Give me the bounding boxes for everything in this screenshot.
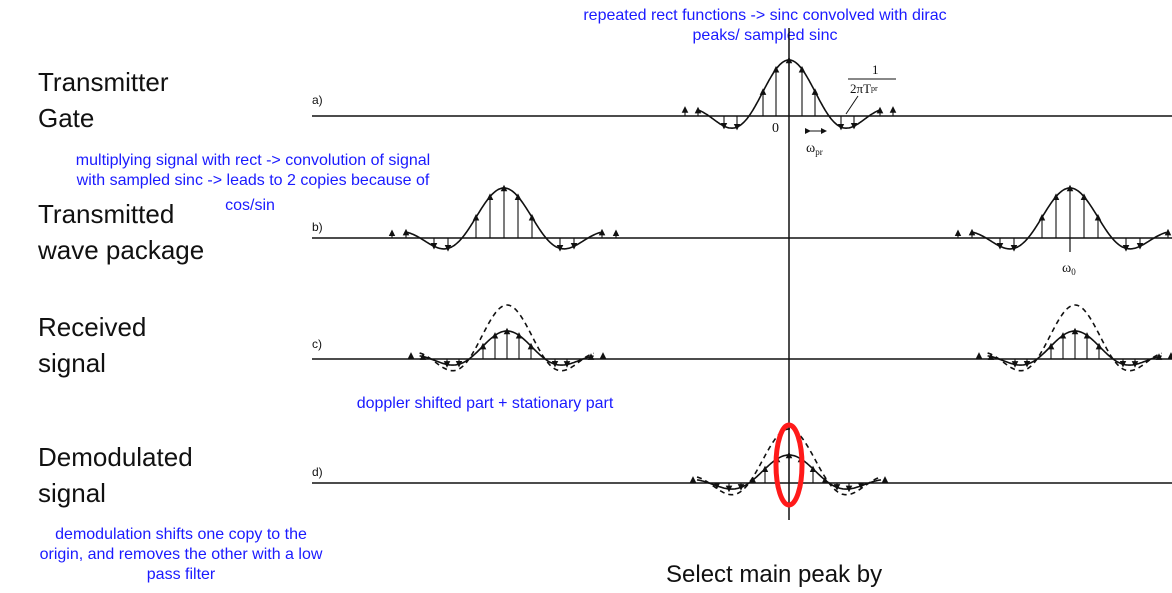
annotation-line: with sampled sinc -> leads to 2 copies b… <box>76 172 430 189</box>
panel-letter-c: c) <box>312 337 322 351</box>
panel-letter-a: a) <box>312 93 323 107</box>
main-peak-highlight <box>773 422 805 508</box>
fraction-den-subscript: pr <box>871 84 878 93</box>
fraction-denominator: 2πTpr <box>850 81 878 96</box>
annotation-line: pass filter <box>146 566 216 583</box>
stage-label-received: Received signal <box>38 309 146 381</box>
sampled-sinc-d <box>689 428 889 496</box>
fraction-numerator: 1 <box>872 62 879 77</box>
omega0-symbol: ω <box>1062 261 1071 276</box>
panel-letter-d: d) <box>312 465 323 479</box>
annotation-doppler: doppler shifted part + stationary part <box>356 395 614 412</box>
stage-label-demodulated: Demodulated signal <box>38 439 193 511</box>
annotation-top: repeated rect functions -> sinc convolve… <box>520 6 1010 46</box>
omega0-subscript: 0 <box>1071 267 1076 277</box>
panel-letter-b: b) <box>312 220 323 234</box>
doppler-envelope-dashed <box>419 304 594 372</box>
doppler-envelope-dashed <box>987 304 1162 372</box>
annotation-line: demodulation shifts one copy to the <box>55 526 307 543</box>
annotation-demodulation: demodulation shifts one copy to the orig… <box>0 525 362 585</box>
stage-label-transmitter-gate: Transmitter Gate <box>38 64 169 136</box>
sampled-sinc-c <box>407 304 1172 372</box>
annotation-line: multiplying signal with rect -> convolut… <box>75 152 431 169</box>
annotation-line: peaks/ sampled sinc <box>692 27 838 44</box>
stage-label-line: Gate <box>38 103 95 133</box>
stage-label-line: Demodulated <box>38 442 193 472</box>
fraction-den-text: 2πT <box>850 81 871 96</box>
annotation-multiply: multiplying signal with rect -> convolut… <box>18 151 488 191</box>
stage-label-line: Transmitter <box>38 67 169 97</box>
fraction-leader-line <box>845 95 859 115</box>
stage-label-line: signal <box>38 348 106 378</box>
annotation-line: repeated rect functions -> sinc convolve… <box>583 7 947 24</box>
stage-label-line: wave package <box>38 235 205 265</box>
doppler-envelope-dashed <box>696 428 882 496</box>
annotation-cos-sin: cos/sin <box>225 197 275 214</box>
stage-label-line: Received <box>38 312 147 342</box>
omega-pr-subscript: pr <box>815 147 823 157</box>
sampled-sinc-a <box>681 56 897 131</box>
omega-pr-label: ωpr <box>806 141 823 157</box>
annotation-line: origin, and removes the other with a low <box>39 546 323 563</box>
stage-label-line: signal <box>38 478 106 508</box>
zero-tick-label: 0 <box>772 121 779 136</box>
omega0-label: ω0 <box>1062 261 1076 277</box>
stage-label-line: Transmitted <box>38 199 175 229</box>
stage-label-transmitted: Transmitted wave package <box>38 196 204 268</box>
sampled-sinc-b <box>388 184 1172 252</box>
omega-pr-symbol: ω <box>806 141 815 156</box>
footer-text: Select main peak by <box>666 561 883 588</box>
